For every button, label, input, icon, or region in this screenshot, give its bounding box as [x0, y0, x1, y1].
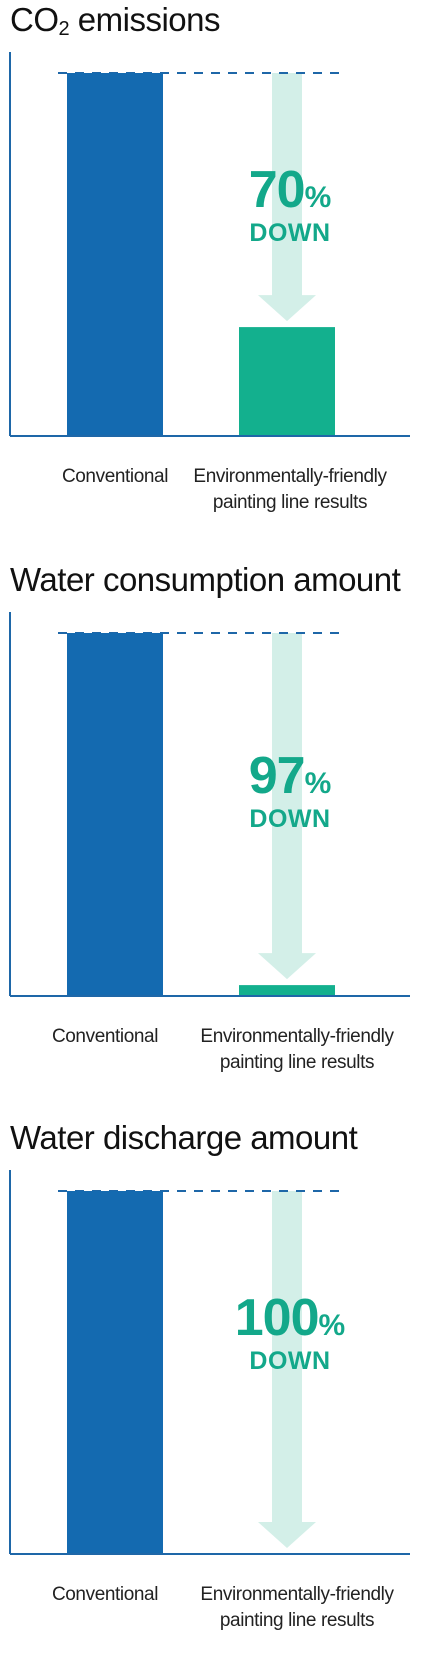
category-label-eco: Environmentally-friendly painting line r…	[200, 1026, 394, 1073]
reduction-label: 70% DOWN	[215, 162, 365, 248]
bar-conventional	[67, 73, 163, 436]
chart-plot	[9, 52, 410, 437]
reduction-label: 97% DOWN	[215, 748, 365, 834]
reduction-unit: %	[318, 1309, 346, 1342]
chart-panel-water-consumption: Water consumption amount 97% DOWN Conven…	[0, 560, 440, 1095]
reduction-unit: %	[304, 181, 332, 214]
reduction-value: 100	[234, 1289, 320, 1347]
category-label-conventional: Conventional	[51, 1026, 159, 1047]
down-arrow-icon	[258, 73, 316, 322]
chart-title: CO2 emissions	[10, 1, 221, 40]
chart-plot	[9, 1170, 410, 1555]
category-label-eco: Environmentally-friendly painting line r…	[193, 466, 387, 513]
reduction-word: DOWN	[249, 219, 331, 247]
reduction-value: 97	[248, 747, 306, 805]
chart-plot	[9, 612, 410, 997]
chart-title: Water consumption amount	[10, 561, 401, 598]
category-label-conventional: Conventional	[51, 1584, 159, 1605]
down-arrow-icon	[258, 633, 316, 980]
chart-title: Water discharge amount	[10, 1119, 358, 1156]
down-arrow-icon	[258, 1191, 316, 1548]
bar-conventional	[67, 633, 163, 996]
bar-conventional	[67, 1191, 163, 1554]
category-label-eco: Environmentally-friendly painting line r…	[200, 1584, 394, 1631]
chart-panel-co2: CO2 emissions 70% DOWN Conventional Envi…	[0, 0, 440, 535]
reduction-word: DOWN	[249, 805, 331, 833]
bar-eco-friendly	[239, 985, 335, 996]
bar-eco-friendly	[239, 327, 335, 436]
reduction-word: DOWN	[249, 1347, 331, 1375]
chart-panel-water-discharge: Water discharge amount 100% DOWN Convent…	[0, 1118, 440, 1653]
reduction-value: 70	[248, 161, 306, 219]
reduction-unit: %	[304, 767, 332, 800]
category-label-conventional: Conventional	[61, 466, 169, 487]
reduction-label: 100% DOWN	[215, 1290, 365, 1376]
